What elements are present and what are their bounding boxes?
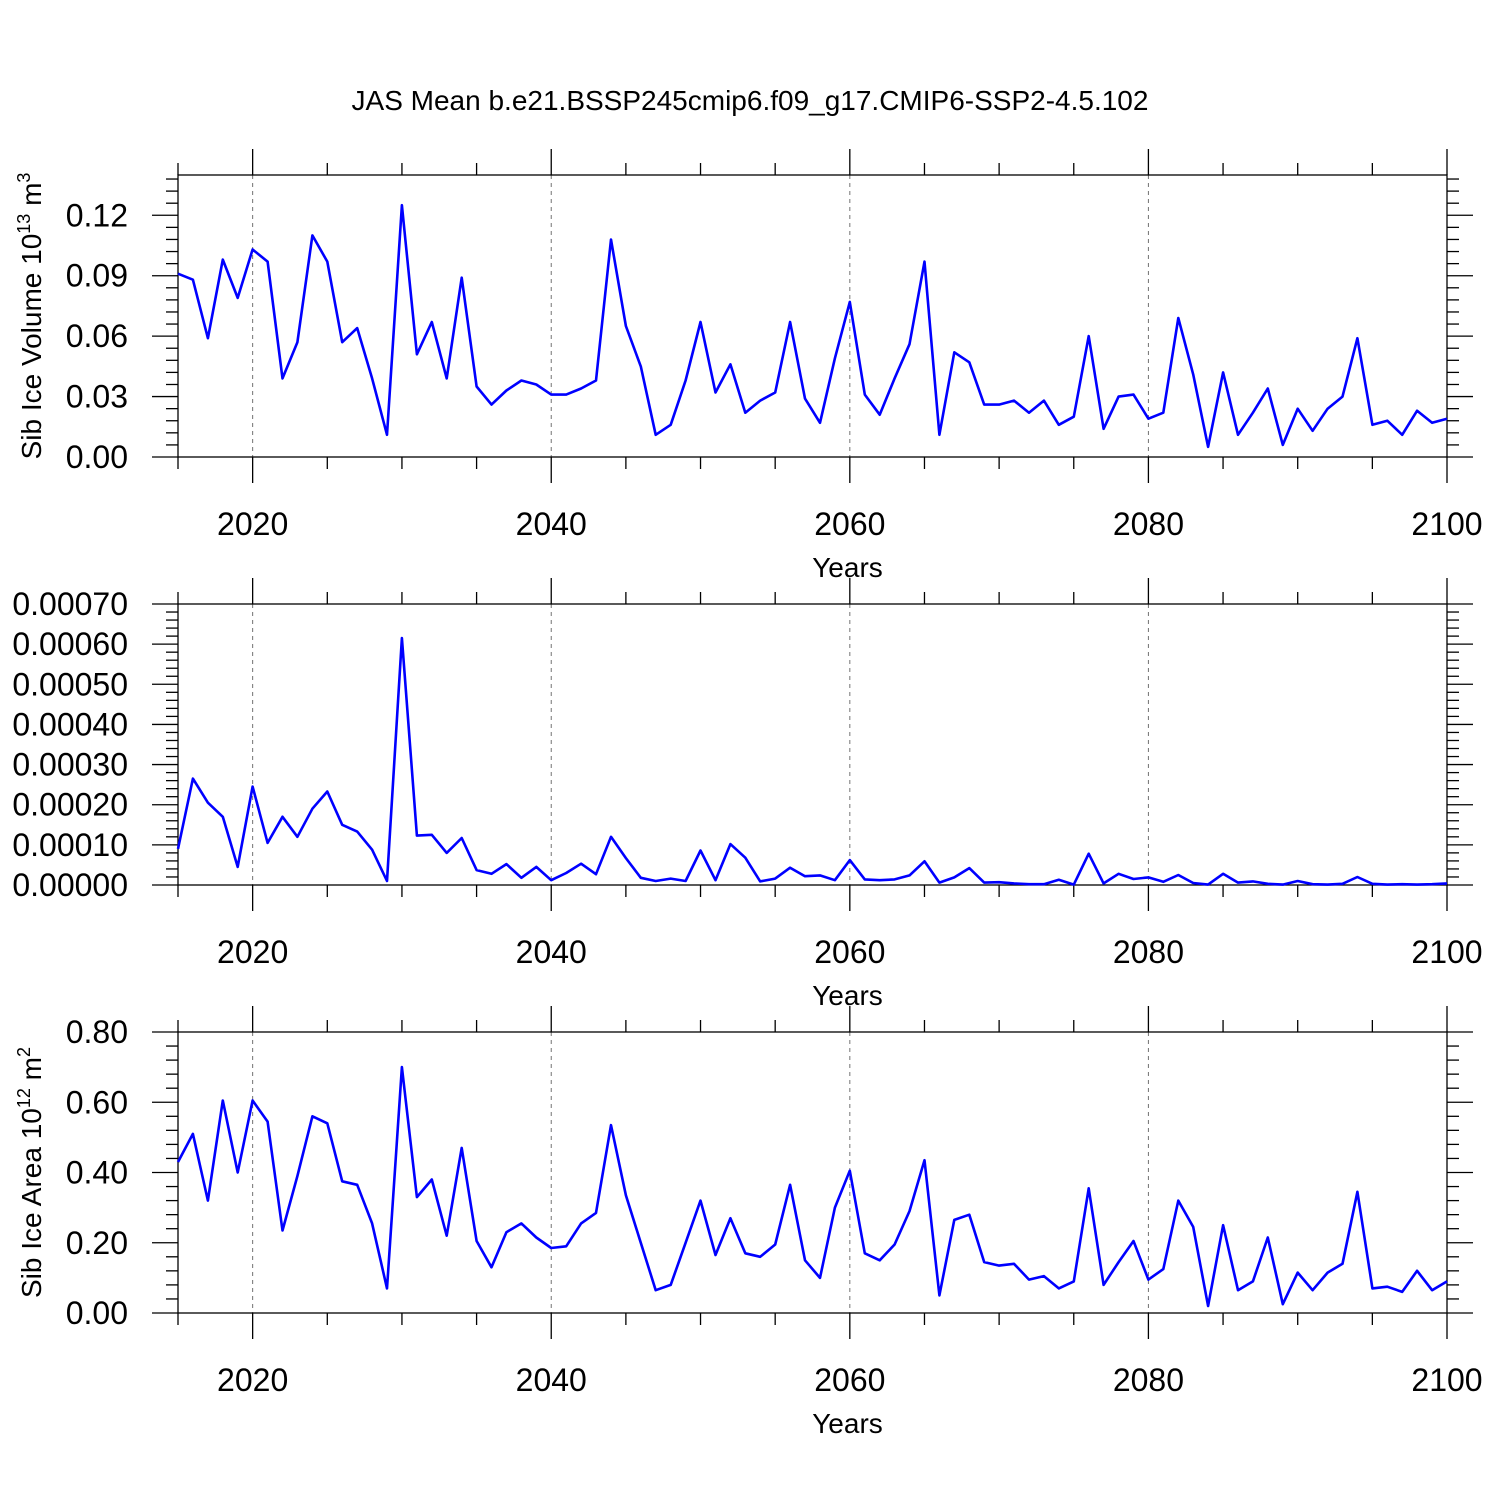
panel-2-y-tick-label: 0.00050 <box>12 666 128 702</box>
panel-1: 2020 2040 2060 2080 2100 Years 0.00 0.03 0.06 0.0… <box>14 149 1483 583</box>
panel-2-y-tick-label: 0.00060 <box>12 626 128 662</box>
panel-2-x-tick-label: 2020 <box>217 934 288 970</box>
panel-2-x-tick-label: 2040 <box>516 934 587 970</box>
panel-3-y-tick-label: 0.60 <box>66 1084 128 1120</box>
panel-3-y-axis-label-text: Sib Ice Area 10 <box>16 1108 47 1298</box>
panel-3-x-tick-label: 2080 <box>1113 1362 1184 1398</box>
panel-2-y-tick-label: 0.00030 <box>12 747 128 783</box>
panel-2-y-tick-label: 0.00000 <box>12 867 128 903</box>
panel-2-x-axis-label: Years <box>812 980 883 1011</box>
panel-3-series-line <box>176 1065 1448 1308</box>
panel-1-y-axis-label-text: Sib Ice Volume 10 <box>16 234 47 460</box>
chart-panels: 2020 2040 2060 2080 2100 Years 0.00 0.03 0.06 0.0… <box>12 149 1483 1439</box>
panel-1-x-tick-label: 2100 <box>1411 506 1482 542</box>
panel-2-series-line <box>176 636 1448 886</box>
panel-2-x-tick-label: 2060 <box>814 934 885 970</box>
panel-1-y-axis-label-unit: m <box>16 183 47 214</box>
panel-3-x-tick-label: 2020 <box>217 1362 288 1398</box>
panel-1-y-axis-label-exponent: 13 <box>14 214 34 234</box>
panel-2-x-tick-label: 2080 <box>1113 934 1184 970</box>
panel-1-series-line <box>177 203 1448 449</box>
panel-3-x-tick-label: 2100 <box>1411 1362 1482 1398</box>
panel-3-y-tick-label: 0.20 <box>66 1225 128 1261</box>
panel-1-y-axis-label-unit-exponent: 3 <box>14 173 34 183</box>
panel-3-y-tick-label: 0.80 <box>66 1014 128 1050</box>
panel-2-y-tick-label: 0.00070 <box>12 586 128 622</box>
panel-1-x-tick-label: 2020 <box>217 506 288 542</box>
panel-3-y-axis-label-unit-exponent: 2 <box>14 1047 34 1057</box>
panel-1-x-tick-label: 2080 <box>1113 506 1184 542</box>
figure-title: JAS Mean b.e21.BSSP245cmip6.f09_g17.CMIP… <box>352 85 1149 116</box>
panel-1-y-axis-label: Sib Ice Volume 1013 m3 <box>14 173 47 460</box>
panel-1-y-tick-label: 0.00 <box>66 439 128 475</box>
panel-2: 2020 2040 2060 2080 2100 Years 0.00000 0.00010 0… <box>12 578 1483 1011</box>
panel-3-y-tick-label: 0.00 <box>66 1295 128 1331</box>
panel-1-plot-frame <box>177 174 1448 458</box>
panel-3-x-tick-label: 2060 <box>814 1362 885 1398</box>
panel-3-x-axis-label: Years <box>812 1408 883 1439</box>
panel-1-y-tick-label: 0.09 <box>66 258 128 294</box>
panel-2-y-tick-label: 0.00020 <box>12 787 128 823</box>
panel-1-x-tick-label: 2060 <box>814 506 885 542</box>
panel-3-y-axis-label: Sib Ice Area 1012 m2 <box>14 1047 47 1298</box>
panel-3-y-tick-label: 0.40 <box>66 1155 128 1191</box>
panel-2-x-tick-label: 2100 <box>1411 934 1482 970</box>
panel-1-y-tick-label: 0.06 <box>66 318 128 354</box>
panel-1-y-tick-label: 0.03 <box>66 379 128 415</box>
panel-3-y-axis-label-exponent: 12 <box>14 1088 34 1108</box>
panel-3-x-tick-label: 2040 <box>516 1362 587 1398</box>
panel-2-y-tick-label: 0.00010 <box>12 827 128 863</box>
panel-1-y-tick-label: 0.12 <box>66 197 128 233</box>
panel-1-x-axis-label: Years <box>812 552 883 583</box>
panel-2-y-tick-label: 0.00040 <box>12 706 128 742</box>
panel-2-plot-frame <box>177 603 1448 886</box>
panel-1-x-tick-label: 2040 <box>516 506 587 542</box>
panel-3: 2020 2040 2060 2080 2100 Years 0.00 0.20 0.40 0.6… <box>14 1006 1483 1439</box>
panel-3-y-axis-label-unit: m <box>16 1057 47 1088</box>
